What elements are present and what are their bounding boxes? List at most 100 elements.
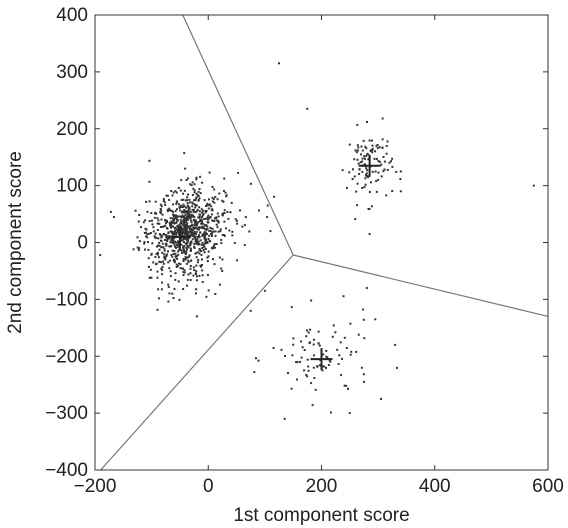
data-point: [258, 209, 260, 212]
data-point: [322, 353, 325, 356]
data-point: [197, 258, 200, 261]
data-point: [200, 208, 203, 211]
data-point: [203, 237, 206, 240]
data-point: [331, 335, 334, 338]
data-point: [193, 245, 196, 248]
data-point: [213, 188, 216, 191]
data-point: [175, 246, 177, 249]
data-point: [181, 267, 184, 270]
data-point: [158, 222, 161, 225]
data-point: [189, 225, 192, 227]
data-point: [159, 212, 162, 215]
data-point: [199, 231, 201, 234]
data-point: [180, 179, 183, 182]
data-point: [339, 341, 342, 344]
x-tick-label: 400: [419, 476, 451, 497]
data-point: [365, 154, 368, 157]
data-point: [167, 285, 170, 288]
data-point: [378, 146, 381, 149]
data-point: [227, 217, 230, 220]
data-point: [168, 259, 171, 262]
data-point: [173, 243, 176, 246]
data-point: [183, 189, 186, 192]
data-point: [182, 219, 185, 222]
data-point: [214, 230, 217, 233]
data-point: [150, 276, 153, 279]
data-point: [196, 222, 199, 225]
data-point: [231, 234, 234, 237]
data-point: [192, 208, 195, 211]
data-point: [206, 256, 209, 259]
data-point: [152, 230, 155, 233]
data-point: [157, 288, 160, 291]
data-point: [196, 208, 199, 211]
data-point: [368, 191, 371, 193]
data-point: [178, 206, 181, 209]
data-point: [203, 251, 206, 254]
data-point: [185, 262, 188, 265]
data-point: [182, 248, 185, 251]
data-point: [175, 191, 178, 194]
data-point: [332, 324, 335, 327]
x-tick-label: 600: [532, 476, 564, 497]
data-point: [182, 224, 185, 227]
data-point: [185, 257, 188, 260]
data-point: [143, 242, 146, 245]
data-point: [161, 273, 164, 276]
data-point: [188, 254, 191, 257]
data-point: [196, 261, 199, 264]
data-point: [186, 227, 189, 230]
data-point: [371, 149, 374, 151]
data-point: [305, 373, 308, 376]
data-point: [191, 202, 194, 205]
data-point: [369, 149, 372, 152]
data-point: [147, 266, 150, 268]
data-point: [219, 228, 222, 231]
data-point: [368, 208, 371, 211]
data-point: [184, 214, 187, 216]
data-point: [399, 170, 402, 173]
data-point: [189, 247, 192, 250]
data-point: [313, 338, 315, 341]
data-point: [187, 273, 190, 276]
data-point: [314, 388, 317, 391]
data-point: [189, 267, 192, 270]
data-point: [171, 249, 174, 252]
data-point: [170, 222, 173, 225]
data-point: [361, 160, 364, 163]
data-point: [278, 62, 280, 65]
data-point: [109, 210, 112, 213]
data-point: [243, 244, 246, 247]
data-point: [195, 230, 198, 233]
data-point: [171, 255, 174, 258]
data-point: [182, 274, 185, 277]
data-point: [148, 180, 151, 183]
data-point: [186, 244, 189, 247]
data-point: [157, 251, 159, 254]
data-point: [201, 181, 204, 184]
data-point: [190, 184, 193, 187]
data-point: [310, 299, 313, 302]
data-point: [273, 195, 275, 198]
data-point: [184, 253, 187, 255]
data-point: [152, 261, 155, 264]
data-point: [207, 221, 210, 224]
data-point: [161, 235, 164, 238]
data-point: [208, 198, 210, 201]
data-point: [172, 203, 175, 206]
data-point: [182, 198, 185, 201]
data-point: [208, 217, 211, 220]
data-point: [341, 357, 343, 360]
data-point: [194, 237, 197, 240]
data-point: [357, 146, 360, 149]
data-point: [163, 239, 166, 241]
data-point: [345, 347, 348, 349]
data-point: [358, 168, 361, 171]
data-point: [178, 298, 181, 301]
data-point: [195, 176, 198, 179]
data-point: [163, 255, 166, 258]
data-point: [191, 194, 194, 196]
data-point: [160, 209, 163, 212]
data-point: [168, 207, 171, 210]
data-point: [349, 353, 352, 356]
